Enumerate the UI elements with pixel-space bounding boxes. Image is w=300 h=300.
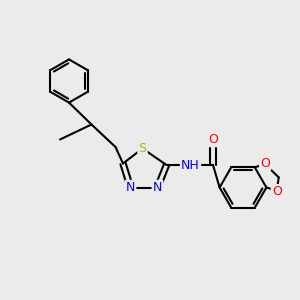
Text: O: O xyxy=(260,157,270,169)
Text: N: N xyxy=(153,181,162,194)
Text: O: O xyxy=(208,133,218,146)
Text: O: O xyxy=(272,185,282,198)
Text: NH: NH xyxy=(181,159,200,172)
Text: S: S xyxy=(139,142,146,155)
Text: N: N xyxy=(126,181,135,194)
